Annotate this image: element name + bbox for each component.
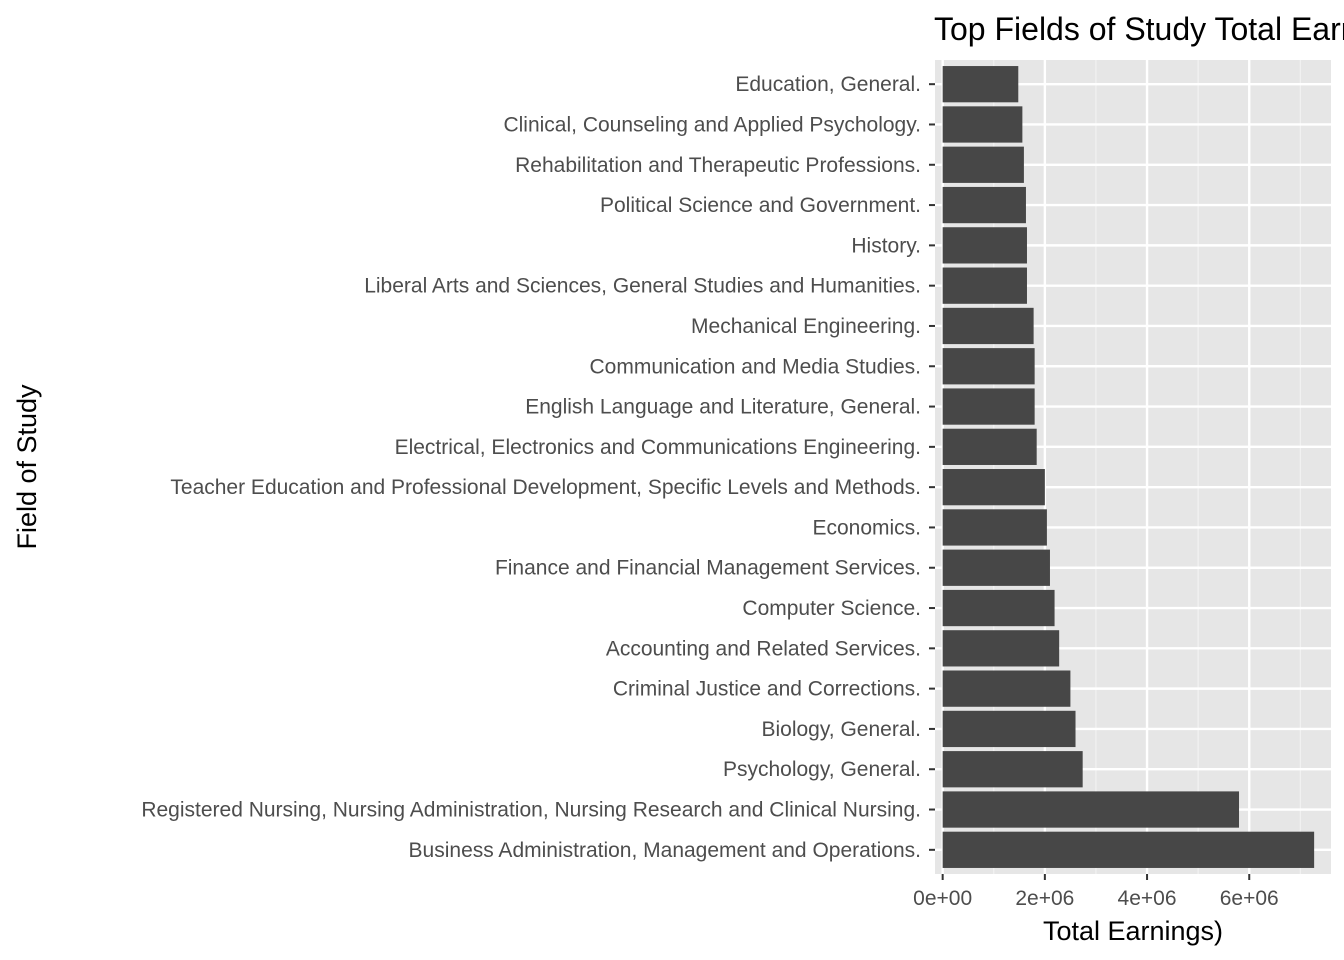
x-tick-label: 0e+00 — [913, 887, 972, 910]
y-tick-label: English Language and Literature, General… — [525, 396, 921, 419]
y-tick-label: Biology, General. — [761, 718, 921, 741]
y-tick-label: Business Administration, Management and … — [409, 839, 921, 862]
y-tick-label: History. — [851, 234, 921, 257]
y-axis-ticks: Education, General. Clinical, Counseling … — [141, 73, 935, 862]
bar — [942, 710, 1076, 748]
y-tick-label: Computer Science. — [742, 597, 921, 620]
bar — [942, 509, 1047, 546]
y-tick-label: Liberal Arts and Sciences, General Studi… — [364, 275, 921, 298]
bar — [942, 428, 1037, 465]
bar — [942, 549, 1050, 586]
bar — [942, 791, 1240, 828]
x-axis-title: Total Earnings) — [1043, 916, 1223, 946]
bar — [942, 106, 1023, 143]
bar — [942, 670, 1071, 707]
x-tick-label: 6e+06 — [1220, 887, 1279, 910]
y-tick-label: Mechanical Engineering. — [691, 315, 921, 338]
x-tick-label: 4e+06 — [1118, 887, 1177, 910]
bars — [942, 66, 1315, 868]
bar — [942, 469, 1045, 506]
y-tick-label: Economics. — [812, 516, 921, 539]
y-tick-label: Electrical, Electronics and Communicatio… — [395, 436, 921, 459]
y-tick-label: Political Science and Government. — [600, 194, 921, 217]
x-tick-label: 2e+06 — [1015, 887, 1074, 910]
bar — [942, 307, 1034, 345]
y-tick-label: Rehabilitation and Therapeutic Professio… — [515, 154, 921, 177]
y-tick-label: Communication and Media Studies. — [589, 355, 921, 378]
y-tick-label: Teacher Education and Professional Devel… — [170, 476, 921, 499]
x-axis-ticks: 0e+00 2e+06 4e+06 6e+06 — [913, 874, 1279, 910]
y-tick-label: Finance and Financial Management Service… — [495, 557, 921, 580]
y-tick-label: Education, General. — [735, 73, 921, 96]
bar — [942, 388, 1035, 425]
bar — [942, 66, 1019, 103]
bar — [942, 751, 1083, 788]
y-tick-label: Clinical, Counseling and Applied Psychol… — [503, 113, 921, 136]
bar — [942, 267, 1027, 304]
y-tick-label: Accounting and Related Services. — [606, 637, 921, 660]
bar — [942, 831, 1315, 868]
bar — [942, 186, 1026, 224]
bar — [942, 348, 1035, 385]
chart-title: Top Fields of Study Total Earnings — [934, 11, 1344, 47]
bar — [942, 630, 1060, 667]
bar — [942, 146, 1024, 183]
y-tick-label: Registered Nursing, Nursing Administrati… — [141, 799, 921, 822]
bar — [942, 589, 1055, 627]
y-tick-label: Criminal Justice and Corrections. — [613, 678, 921, 701]
bar — [942, 227, 1027, 264]
y-tick-label: Psychology, General. — [723, 758, 921, 781]
y-axis-title: Field of Study — [12, 384, 42, 550]
